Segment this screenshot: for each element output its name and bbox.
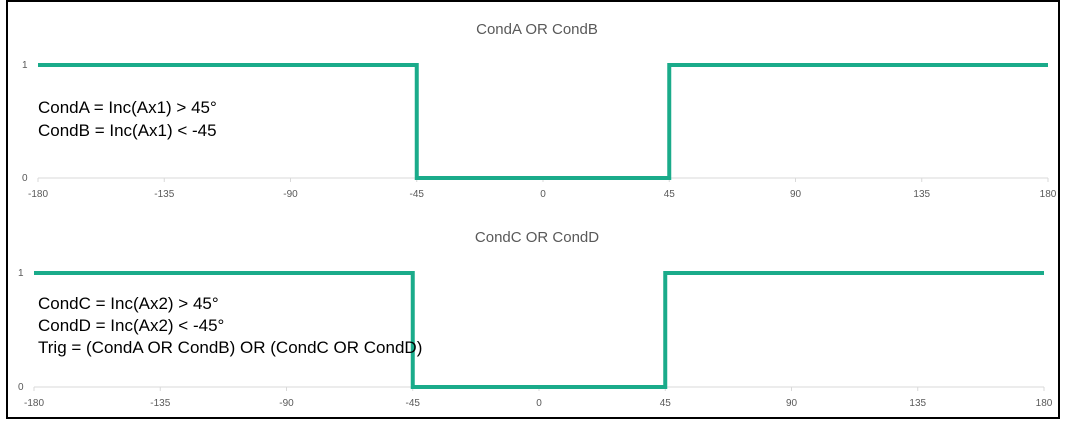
chart-2-annotation-trig: Trig = (CondA OR CondB) OR (CondC OR Con… <box>38 338 422 357</box>
chart-1-title: CondA OR CondB <box>476 21 598 38</box>
chart-1-x-tick-label: -90 <box>283 189 298 200</box>
chart-2-x-tick-label: -135 <box>150 398 170 409</box>
chart-1-x-ticks: -180 -135 -90 -45 0 45 90 135 180 <box>28 178 1057 200</box>
chart-2: CondC OR CondD -180 -135 -90 -45 0 45 90 135 180… <box>18 229 1053 409</box>
chart-2-x-tick-label: -90 <box>279 398 294 409</box>
chart-2-x-tick-label: 0 <box>536 398 542 409</box>
chart-2-x-tick-label: 180 <box>1036 398 1053 409</box>
chart-2-x-tick-label: 90 <box>786 398 798 409</box>
chart-1-y-tick-label: 0 <box>22 173 28 184</box>
chart-2-x-tick-label: 45 <box>660 398 672 409</box>
chart-1-x-tick-label: 0 <box>540 189 546 200</box>
chart-1-annotation-conda: CondA = Inc(Ax1) > 45° <box>38 98 217 117</box>
chart-2-x-ticks: -180 -135 -90 -45 0 45 90 135 180 <box>24 387 1053 409</box>
chart-1-x-tick-label: -135 <box>154 189 174 200</box>
chart-2-x-tick-label: -180 <box>24 398 44 409</box>
chart-1-x-tick-label: -180 <box>28 189 48 200</box>
chart-1-y-tick-label: 1 <box>22 60 28 71</box>
chart-1-y-ticks: 01 <box>22 60 28 184</box>
chart-2-y-tick-label: 0 <box>18 382 24 393</box>
chart-1: CondA OR CondB -180 -135 -90 -45 0 45 90 135 180… <box>22 21 1057 200</box>
chart-1-x-tick-label: 180 <box>1040 189 1057 200</box>
chart-2-y-ticks: 01 <box>18 268 24 393</box>
chart-1-x-tick-label: 45 <box>664 189 676 200</box>
chart-2-x-tick-label: 135 <box>909 398 926 409</box>
chart-2-series-line <box>34 271 1044 389</box>
chart-2-annotation-condc: CondC = Inc(Ax2) > 45° <box>38 294 219 313</box>
chart-1-series-line <box>38 63 1048 180</box>
chart-2-title: CondC OR CondD <box>475 229 599 246</box>
chart-1-x-tick-label: -45 <box>410 189 425 200</box>
chart-1-x-tick-label: 135 <box>913 189 930 200</box>
chart-1-annotation-condb: CondB = Inc(Ax1) < -45 <box>38 121 217 140</box>
chart-2-y-tick-label: 1 <box>18 268 24 279</box>
chart-frame <box>6 0 1060 419</box>
chart-2-annotation-condd: CondD = Inc(Ax2) < -45° <box>38 316 224 335</box>
chart-2-x-tick-label: -45 <box>406 398 421 409</box>
chart-1-x-tick-label: 90 <box>790 189 802 200</box>
